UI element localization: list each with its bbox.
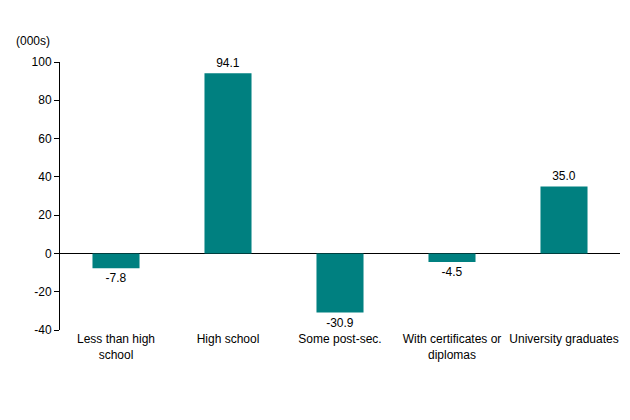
- svg-text:80: 80: [38, 93, 52, 107]
- svg-text:University graduates: University graduates: [509, 332, 618, 346]
- svg-text:20: 20: [38, 208, 52, 222]
- svg-text:(000s): (000s): [16, 34, 50, 48]
- svg-text:35.0: 35.0: [552, 169, 576, 183]
- svg-text:60: 60: [38, 132, 52, 146]
- svg-text:-7.8: -7.8: [105, 271, 126, 285]
- svg-text:High school: High school: [197, 332, 260, 346]
- svg-text:-4.5: -4.5: [441, 265, 462, 279]
- svg-text:With certificates ordiplomas: With certificates ordiplomas: [403, 332, 502, 362]
- svg-text:Some post-sec.: Some post-sec.: [298, 332, 381, 346]
- svg-text:100: 100: [32, 55, 52, 69]
- svg-text:-30.9: -30.9: [326, 316, 354, 330]
- svg-text:0: 0: [45, 247, 52, 261]
- svg-text:-40: -40: [34, 323, 52, 337]
- svg-text:94.1: 94.1: [216, 56, 240, 70]
- svg-text:40: 40: [38, 170, 52, 184]
- svg-text:Less than highschool: Less than highschool: [77, 332, 155, 362]
- svg-text:-20: -20: [34, 285, 52, 299]
